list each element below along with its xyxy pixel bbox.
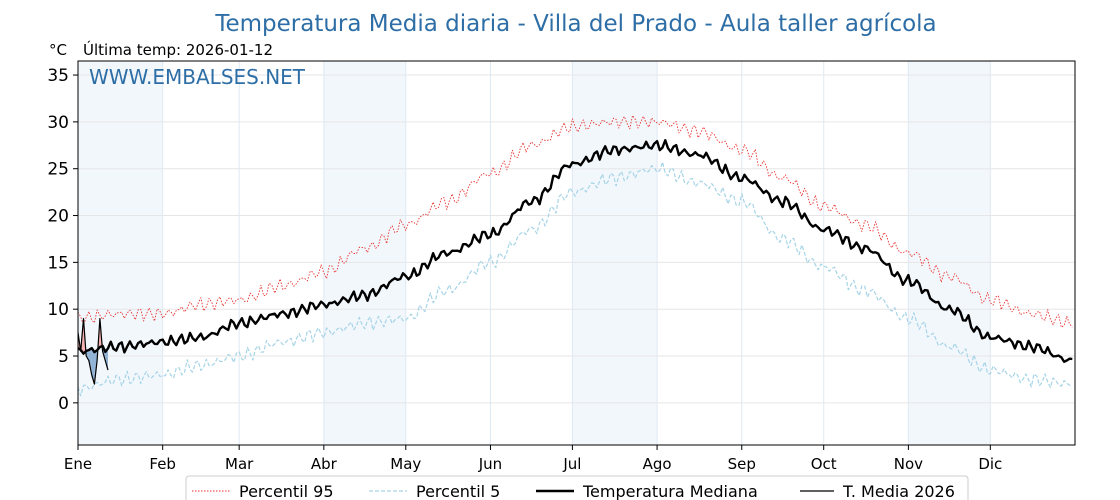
y-tick-label-30: 30 — [47, 113, 69, 133]
x-tick-label-abr: Abr — [311, 455, 338, 473]
x-tick-label-feb: Feb — [149, 455, 176, 473]
x-tick-label-jun: Jun — [478, 455, 502, 473]
legend-label-t-media-2026: T. Media 2026 — [842, 482, 955, 500]
series-line-temperatura-mediana — [77, 139, 1073, 363]
fill-segment-4 — [88, 348, 92, 375]
series-line-percentil-95 — [77, 115, 1073, 328]
y-tick-label-10: 10 — [47, 300, 69, 320]
y-tick-label-0: 0 — [58, 394, 69, 414]
watermark: WWW.EMBALSES.NET — [89, 65, 306, 89]
x-tick-label-jul: Jul — [562, 455, 581, 473]
y-tick-label-25: 25 — [47, 160, 69, 180]
chart-title: Temperatura Media diaria - Villa del Pra… — [214, 11, 936, 37]
y-axis: 0 5 10 15 20 25 30 35 — [47, 66, 78, 414]
month-band-3 — [908, 61, 991, 445]
month-bands — [78, 61, 991, 445]
series-line-percentil-5 — [77, 161, 1073, 397]
series-line-t-media-2026 — [77, 318, 109, 385]
x-tick-label-may: May — [390, 455, 421, 473]
month-band-0 — [78, 61, 163, 445]
y-tick-label-20: 20 — [47, 207, 69, 227]
legend-label-temperatura-mediana: Temperatura Mediana — [582, 482, 758, 500]
plot-frame — [77, 60, 1076, 446]
x-tick-label-dic: Dic — [978, 455, 1002, 473]
x-tick-label-mar: Mar — [225, 455, 254, 473]
y-tick-label-15: 15 — [47, 253, 69, 273]
x-tick-label-nov: Nov — [894, 455, 923, 473]
legend-box — [185, 475, 969, 500]
x-tick-label-ene: Ene — [64, 455, 92, 473]
unit-label: °C — [49, 41, 67, 59]
y-tick-label-35: 35 — [47, 66, 69, 86]
x-tick-label-ago: Ago — [643, 455, 672, 473]
x-axis: Ene Feb Mar Abr May Jun Jul Ago Sep Oct Nov Dic — [64, 445, 1002, 473]
series-lines — [77, 115, 1073, 397]
legend-label-percentil-95: Percentil 95 — [239, 482, 334, 500]
fill-segment-3 — [86, 350, 89, 361]
legend-entries: Percentil 95 Percentil 5 Temperatura Media… — [192, 482, 955, 500]
fill-segment-10 — [105, 348, 108, 371]
y-tick-label-5: 5 — [58, 347, 69, 367]
x-tick-label-sep: Sep — [728, 455, 756, 473]
last-temp-label: Última temp: 2026-01-12 — [83, 40, 273, 59]
month-band-1 — [323, 61, 406, 445]
legend-label-percentil-5: Percentil 5 — [416, 482, 500, 500]
x-tick-label-oct: Oct — [811, 455, 837, 473]
legend: Percentil 95 Percentil 5 Temperatura Media… — [185, 475, 969, 500]
month-band-2 — [572, 61, 658, 445]
